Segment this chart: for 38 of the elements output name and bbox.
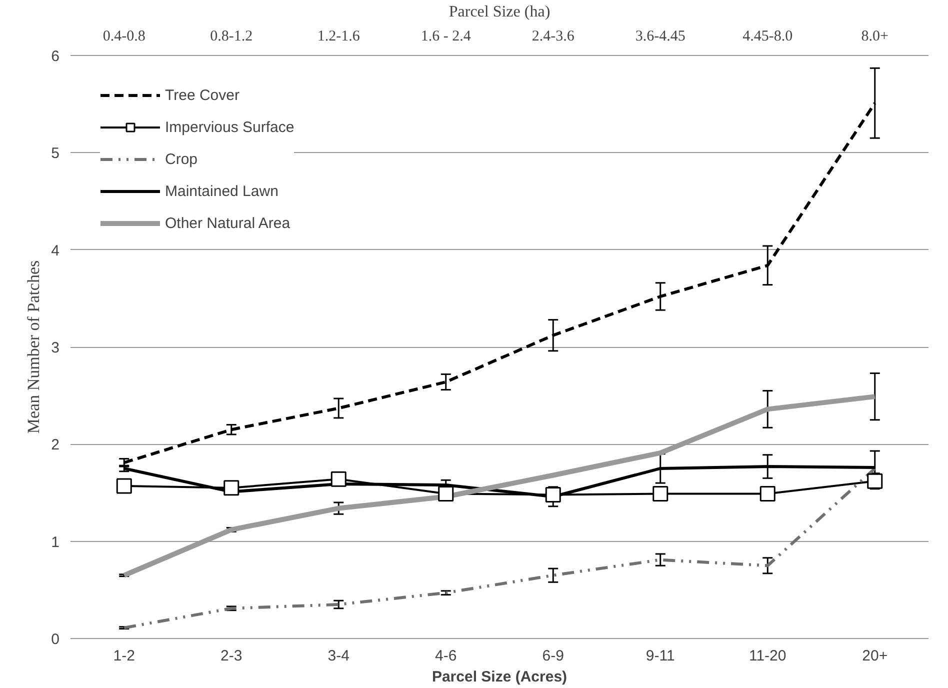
y-axis-title: Mean Number of Patches bbox=[24, 260, 44, 434]
point bbox=[116, 478, 132, 494]
y-tick-label: 0 bbox=[51, 631, 60, 648]
text: 8.0+ bbox=[861, 28, 888, 44]
x-tick-label: 6-9 bbox=[542, 648, 564, 664]
legend-label: Other Natural Area bbox=[165, 214, 290, 232]
y-tick-label: 5 bbox=[51, 145, 60, 162]
point bbox=[438, 486, 454, 502]
y-tick-label: 4 bbox=[51, 242, 60, 260]
point bbox=[224, 480, 240, 496]
legend-label: Crop bbox=[165, 150, 198, 168]
legend-label: Impervious Surface bbox=[165, 118, 294, 136]
text: 1.2-1.6 bbox=[317, 28, 360, 44]
text: 3.6-4.45 bbox=[635, 28, 686, 44]
y-tick-label: 1 bbox=[51, 534, 60, 551]
x-tick-label: 3-4 bbox=[328, 648, 350, 664]
text: 0.4-0.8 bbox=[102, 28, 146, 44]
text: 1.6 - 2.4 bbox=[420, 28, 472, 44]
y-tick-label: 6 bbox=[51, 48, 60, 65]
text: 4.45-8.0 bbox=[742, 28, 793, 44]
x-tick-label: 11-20 bbox=[749, 648, 786, 664]
point bbox=[760, 486, 776, 502]
legend-label: Maintained Lawn bbox=[165, 182, 278, 200]
x-axis-title: Parcel Size (Acres) bbox=[432, 668, 568, 686]
point bbox=[330, 471, 346, 487]
x-tick-label: 4-6 bbox=[435, 648, 457, 664]
point bbox=[545, 486, 561, 502]
text: 0.8-1.2 bbox=[210, 28, 253, 44]
x2-axis-title: Parcel Size (ha) bbox=[448, 4, 550, 20]
x-tick-label: 20+ bbox=[862, 648, 888, 664]
point bbox=[652, 486, 668, 502]
text: 2.4-3.6 bbox=[532, 28, 575, 44]
x-tick-label: 2-3 bbox=[220, 648, 242, 664]
x-tick-label: 9-11 bbox=[646, 648, 675, 664]
y-tick-label: 3 bbox=[51, 340, 60, 356]
legend-label: Tree Cover bbox=[165, 86, 240, 104]
y-tick-label: 2 bbox=[51, 436, 60, 454]
x-tick-label: 1-2 bbox=[113, 648, 135, 664]
